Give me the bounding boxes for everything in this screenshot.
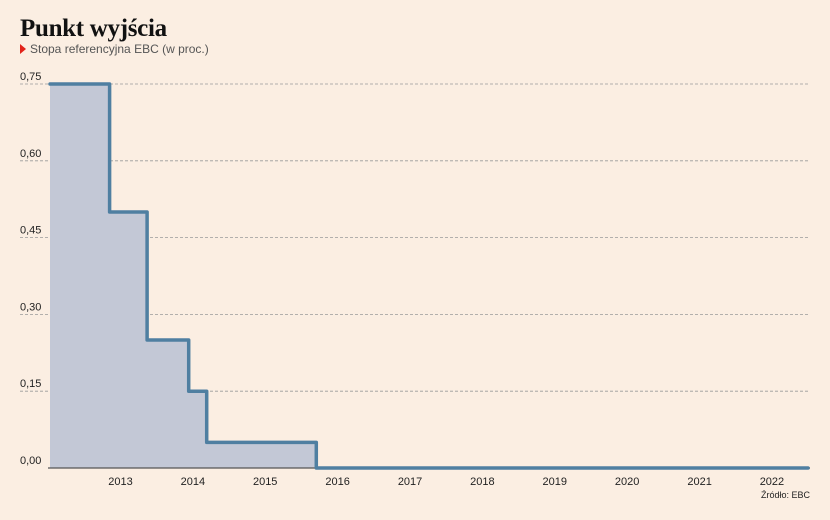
x-tick-label: 2019 <box>542 476 566 488</box>
x-tick-label: 2014 <box>181 476 205 488</box>
x-tick-label: 2016 <box>325 476 349 488</box>
x-tick-label: 2021 <box>687 476 711 488</box>
x-tick-label: 2015 <box>253 476 277 488</box>
triangle-marker-icon <box>20 44 26 54</box>
series-area-fill <box>50 84 808 468</box>
chart-title: Punkt wyjścia <box>20 15 167 42</box>
y-tick-label: 0,75 <box>20 71 41 83</box>
x-axis-labels: 2013 2014 2015 2016 2017 2018 2019 2020 2021 2022 <box>108 476 784 488</box>
series-area <box>50 84 808 468</box>
y-tick-label: 0,00 <box>20 455 41 467</box>
series-line-group <box>48 82 810 470</box>
y-tick-label: 0,30 <box>20 301 41 313</box>
y-axis-labels: 0,00 0,15 0,30 0,45 0,60 0,75 <box>20 71 41 467</box>
chart-subtitle-text: Stopa referencyjna EBC (w proc.) <box>30 42 209 56</box>
x-tick-label: 2013 <box>108 476 132 488</box>
source-note: Źródło: EBC <box>760 490 810 500</box>
x-tick-label: 2020 <box>615 476 639 488</box>
series-line <box>48 82 810 470</box>
chart-subtitle: Stopa referencyjna EBC (w proc.) <box>20 42 209 56</box>
x-tick-label: 2017 <box>398 476 422 488</box>
y-tick-label: 0,60 <box>20 148 41 160</box>
x-tick-label: 2022 <box>760 476 784 488</box>
y-tick-label: 0,45 <box>20 225 41 237</box>
x-tick-label: 2018 <box>470 476 494 488</box>
y-tick-label: 0,15 <box>20 378 41 390</box>
